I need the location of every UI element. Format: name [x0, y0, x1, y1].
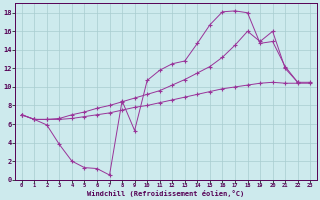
X-axis label: Windchill (Refroidissement éolien,°C): Windchill (Refroidissement éolien,°C) [87, 190, 244, 197]
